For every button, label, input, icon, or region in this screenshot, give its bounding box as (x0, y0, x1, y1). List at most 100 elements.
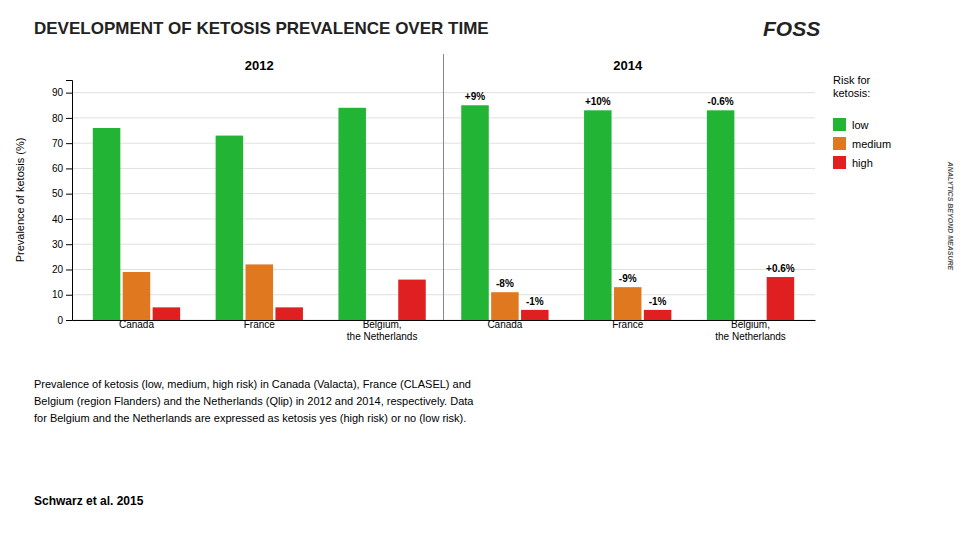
legend-title: Risk forketosis: (833, 74, 871, 99)
legend-swatch (833, 118, 846, 131)
tick-label: 60 (52, 163, 64, 174)
logo: FOSS (763, 17, 820, 40)
change-label: -8% (496, 278, 514, 289)
tick: Belgium,the Netherlands (715, 319, 786, 342)
bar (491, 292, 519, 320)
series (93, 105, 735, 320)
tick-mark (66, 168, 72, 169)
tick-label: 50 (52, 188, 64, 199)
y-axis-title: Prevalence of ketosis (%) (14, 138, 26, 263)
change-label: +9% (465, 91, 485, 102)
bar (246, 264, 274, 320)
tick: 90 (52, 87, 72, 98)
bar (93, 128, 121, 320)
bar (123, 272, 151, 320)
tick-label: Canada (119, 319, 154, 330)
tick: Canada (487, 319, 522, 330)
tick-mark (66, 244, 72, 245)
legend-swatch (833, 137, 846, 150)
change-label: -9% (619, 273, 637, 284)
text-line: the Netherlands (715, 331, 786, 342)
text-line: the Netherlands (347, 331, 418, 342)
tick-mark (66, 320, 72, 321)
text-line: Canada (119, 319, 154, 330)
y-axis: 0102030405060708090 (52, 81, 73, 326)
caption: Prevalence of ketosis (low, medium, high… (34, 378, 474, 424)
tick: 10 (52, 289, 72, 300)
tick: 70 (52, 138, 72, 149)
legend-entry: high (852, 157, 873, 169)
text-line: Belgium, (731, 319, 770, 330)
text-line: ketosis: (833, 87, 870, 99)
bar (521, 310, 549, 320)
group-label: 2012 (245, 58, 274, 73)
series (123, 264, 642, 320)
bar (614, 287, 642, 320)
tick-label: 80 (52, 113, 64, 124)
tick-label: 70 (52, 138, 64, 149)
text-line: Canada (487, 319, 522, 330)
tick-label: 20 (52, 264, 64, 275)
tick: Belgium,the Netherlands (347, 319, 418, 342)
tick: France (244, 319, 276, 330)
bar (584, 110, 612, 320)
tick: Canada (119, 319, 154, 330)
tick: 80 (52, 113, 72, 124)
groups: 2012 2014 (245, 54, 643, 320)
bar (707, 110, 735, 320)
tick: 0 (57, 315, 72, 326)
bar (368, 320, 396, 321)
change-label: +10% (585, 96, 611, 107)
tick-label: France (612, 319, 644, 330)
bar (216, 136, 244, 320)
bar (398, 280, 426, 320)
tick-label: 90 (52, 87, 64, 98)
tick-mark (66, 219, 72, 220)
tick-label: Canada (487, 319, 522, 330)
change-labels: +9% +10% -0.6% -8% -9% -1% -1% +0.6% (465, 91, 795, 307)
tick: France (612, 319, 644, 330)
text-line: France (244, 319, 276, 330)
x-axis: CanadaFranceBelgium,the NetherlandsCanad… (73, 319, 816, 342)
separator (443, 54, 444, 320)
change-label: +0.6% (766, 263, 795, 274)
bar (275, 307, 303, 320)
caption-line: Belgium (region Flanders) and the Nether… (34, 395, 474, 407)
bar (737, 320, 765, 321)
text-line: France (612, 319, 644, 330)
tick-label: 0 (57, 315, 63, 326)
bar (644, 310, 672, 320)
tick-mark (66, 93, 72, 94)
tick-label: Belgium,the Netherlands (715, 319, 786, 342)
bar (461, 105, 489, 320)
tick-mark (66, 118, 72, 119)
text-line: Risk for (833, 74, 871, 86)
axis-line (66, 81, 73, 321)
axis-line (73, 320, 816, 321)
legend-entry: low (852, 119, 869, 131)
tick-mark (66, 143, 72, 144)
tick-label: 10 (52, 289, 64, 300)
tick: 50 (52, 188, 72, 199)
tick-label: 40 (52, 214, 64, 225)
tick: 40 (52, 214, 72, 225)
tick-label: France (244, 319, 276, 330)
text-line: Belgium, (363, 319, 402, 330)
tick-mark (66, 269, 72, 270)
source: Schwarz et al. 2015 (34, 494, 144, 508)
caption-line: Prevalence of ketosis (low, medium, high… (34, 378, 471, 390)
bar (338, 108, 366, 320)
tick-mark (66, 194, 72, 195)
side-note: ANALYTICS BEYOND MEASURE (947, 161, 954, 271)
series (153, 277, 795, 320)
group-label: 2014 (613, 58, 643, 73)
change-label: -1% (649, 296, 667, 307)
caption-line: for Belgium and the Netherlands are expr… (34, 412, 466, 424)
chart: DEVELOPMENT OF KETOSIS PREVALENCE OVER T… (0, 0, 960, 540)
tick-label: Belgium,the Netherlands (347, 319, 418, 342)
tick-mark (66, 295, 72, 296)
change-label: -1% (526, 296, 544, 307)
tick: 60 (52, 163, 72, 174)
tick: 20 (52, 264, 72, 275)
change-label: -0.6% (708, 96, 734, 107)
